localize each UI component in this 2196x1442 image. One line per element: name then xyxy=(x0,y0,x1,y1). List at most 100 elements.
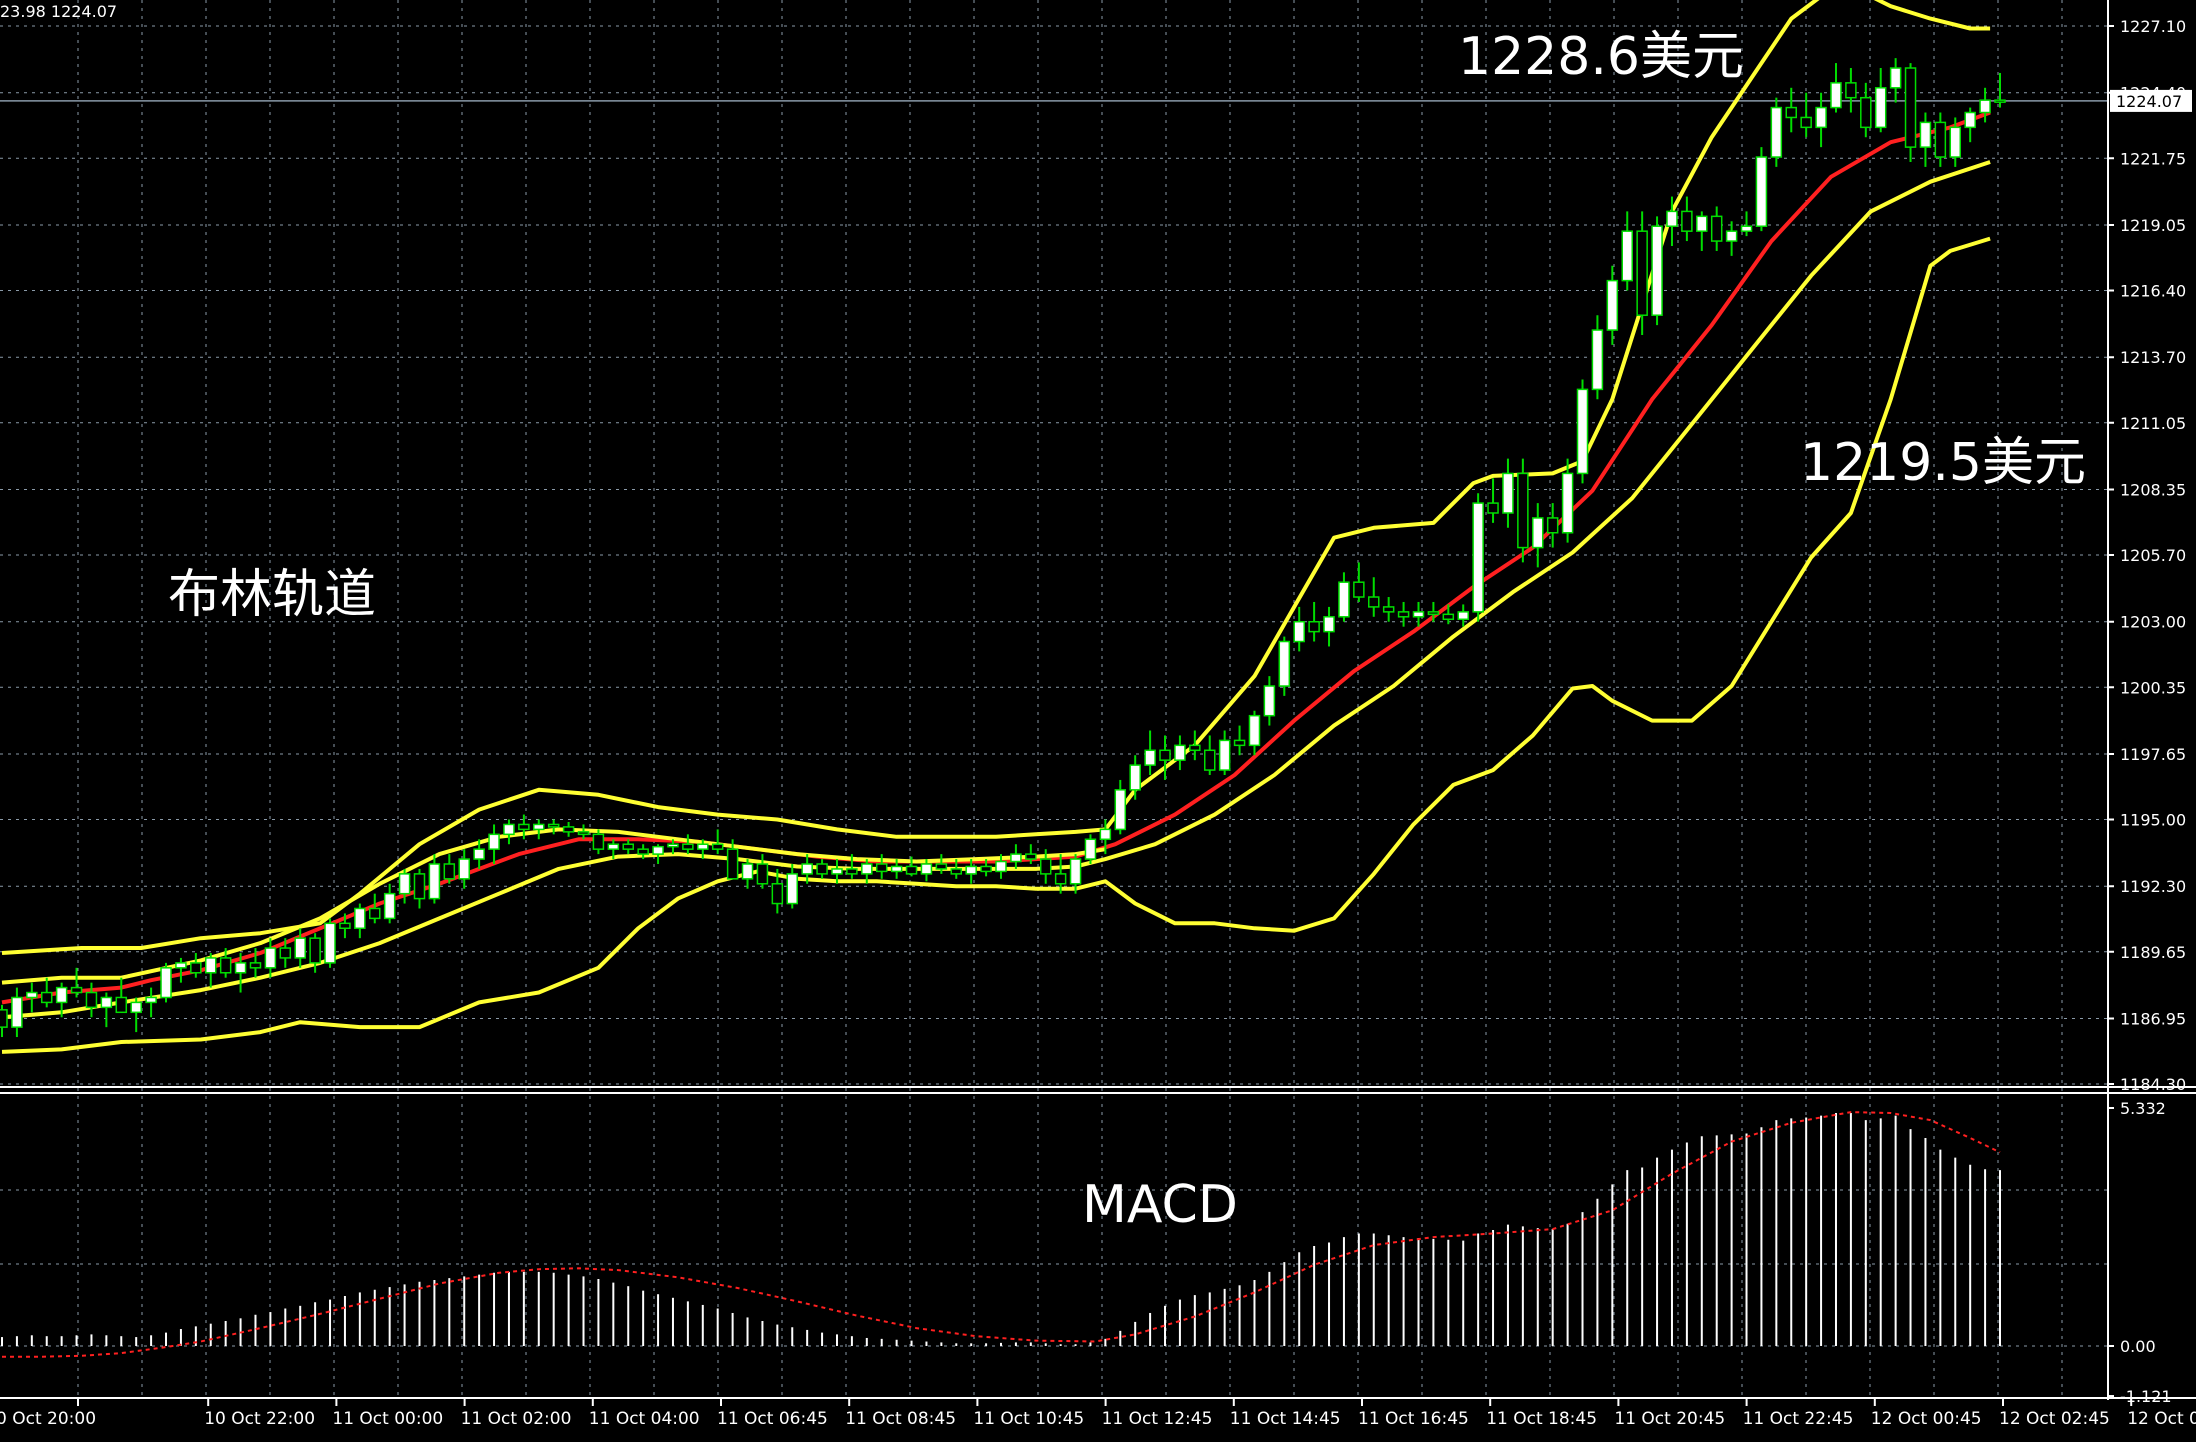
candle-body xyxy=(219,957,232,974)
candle-body xyxy=(1755,156,1768,227)
candle-body xyxy=(667,843,679,848)
candle xyxy=(55,982,68,1018)
candle xyxy=(1263,676,1276,726)
candle-body xyxy=(40,991,53,1004)
candle-body xyxy=(1815,106,1827,129)
time-tick-label: 11 Oct 14:45 xyxy=(1230,1409,1341,1429)
candle-body xyxy=(622,843,634,850)
candle-body xyxy=(428,863,441,900)
candle-body xyxy=(831,868,843,875)
candle-body xyxy=(1069,858,1082,885)
candle xyxy=(1934,112,1947,167)
candle-body xyxy=(1532,517,1544,549)
candle-body xyxy=(935,863,948,870)
candle-body xyxy=(398,873,411,895)
candle xyxy=(1889,58,1902,103)
candle-body xyxy=(85,991,98,1009)
candle xyxy=(1174,735,1186,771)
candle xyxy=(741,859,754,889)
candle xyxy=(1159,735,1171,780)
candle-body xyxy=(607,843,620,850)
candle-body xyxy=(652,845,664,855)
candle-body xyxy=(1233,739,1246,747)
time-tick-label: 11 Oct 04:00 xyxy=(589,1409,700,1429)
candle-body xyxy=(249,962,262,969)
candle xyxy=(1651,216,1663,326)
candle-body xyxy=(905,865,918,875)
candle-body xyxy=(1368,596,1380,608)
price-tick-label: 1192.30 xyxy=(2120,877,2186,896)
candle xyxy=(801,854,813,884)
candle xyxy=(756,854,769,889)
candle-body xyxy=(861,863,873,875)
candle xyxy=(1129,755,1141,800)
candle-body xyxy=(786,873,799,905)
candle xyxy=(786,863,799,909)
candle-body xyxy=(875,863,888,873)
candle xyxy=(249,948,262,978)
candle-body xyxy=(1546,517,1559,534)
candle xyxy=(309,933,321,973)
candle xyxy=(26,982,38,1013)
candle-body xyxy=(204,957,217,974)
candle xyxy=(607,839,620,860)
candle xyxy=(339,913,351,939)
candle-body xyxy=(1025,853,1037,860)
candle-body xyxy=(1710,215,1723,242)
candle xyxy=(1696,211,1708,251)
candle-body xyxy=(145,996,157,1004)
candle-body xyxy=(11,996,23,1028)
candle xyxy=(1382,597,1395,622)
price-tick-label: 1200.35 xyxy=(2120,678,2186,697)
candle xyxy=(965,859,977,884)
candle-body xyxy=(562,826,575,833)
candle-body xyxy=(309,937,321,964)
price-tick-label: 1205.70 xyxy=(2120,546,2186,565)
candle-body xyxy=(1248,714,1261,747)
candle xyxy=(503,819,515,845)
candle-body xyxy=(890,865,903,873)
candle-body xyxy=(741,863,754,880)
price-tick-label: 1186.95 xyxy=(2120,1009,2186,1028)
candle-body xyxy=(1681,210,1693,232)
candle xyxy=(1203,735,1216,776)
candle-body xyxy=(413,873,426,900)
candle-body xyxy=(1189,744,1201,752)
price-tick-label: 1203.00 xyxy=(2120,613,2186,632)
candle xyxy=(1755,147,1768,232)
candle xyxy=(577,824,590,840)
price-tick-label: 1184.30 xyxy=(2120,1075,2186,1094)
candle-body xyxy=(711,843,724,850)
candle xyxy=(145,987,157,1018)
candle xyxy=(1666,196,1678,247)
candle-body xyxy=(1636,230,1648,316)
candle-body xyxy=(1889,67,1902,89)
candle xyxy=(190,952,202,978)
candle-body xyxy=(592,833,605,850)
current-price-label: 1224.07 xyxy=(2116,92,2182,111)
candle-body xyxy=(279,947,292,959)
candle-body xyxy=(1576,388,1589,475)
price-tick-label: 1195.00 xyxy=(2120,811,2186,830)
candle-body xyxy=(1457,611,1469,621)
candle-body xyxy=(1994,99,2006,103)
candle xyxy=(100,992,113,1028)
candle xyxy=(1472,493,1484,622)
macd-signal-line xyxy=(2,1111,2001,1358)
candle-body xyxy=(1606,279,1619,331)
candle-body xyxy=(816,863,828,875)
candle xyxy=(1323,606,1335,647)
candle xyxy=(1025,844,1037,864)
candle xyxy=(130,997,142,1033)
candle xyxy=(85,982,98,1018)
candle xyxy=(1412,601,1425,627)
current-price-tag: 1224.07 xyxy=(2110,89,2192,112)
candlesticks[interactable] xyxy=(0,58,2006,1038)
candle xyxy=(861,859,873,884)
candle xyxy=(518,814,530,840)
price-tick-label: 1221.75 xyxy=(2120,149,2186,168)
candle xyxy=(1502,458,1514,528)
candle-body xyxy=(577,831,590,836)
candle-body xyxy=(1427,611,1440,616)
